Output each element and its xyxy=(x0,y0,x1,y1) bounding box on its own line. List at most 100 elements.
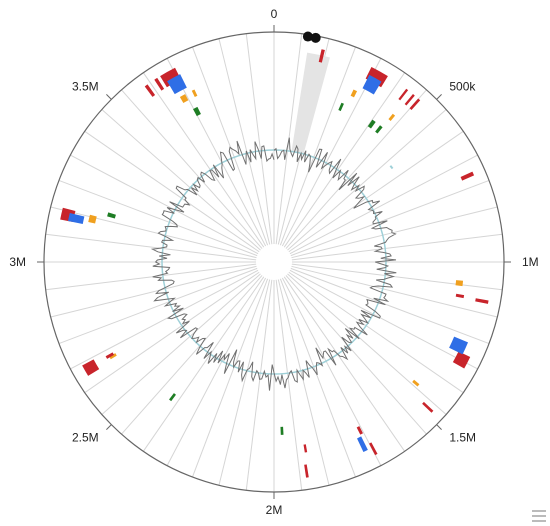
tick-label: 2M xyxy=(266,503,283,517)
gc-content-track xyxy=(150,137,397,391)
red-outer-feature xyxy=(304,464,309,478)
orange-feature xyxy=(455,280,464,287)
grid-spoke xyxy=(166,277,267,466)
grid-spoke xyxy=(191,278,269,478)
green-feature xyxy=(280,426,284,435)
grid-spoke xyxy=(45,233,257,261)
grid-spoke xyxy=(289,269,478,370)
highlight-sector xyxy=(291,52,330,154)
red-outer-feature xyxy=(144,84,156,97)
grid-spoke xyxy=(84,130,260,253)
grid-spoke xyxy=(290,267,490,345)
menu-icon[interactable] xyxy=(532,510,546,522)
tick-label: 1.5M xyxy=(449,430,476,444)
tick-label: 3M xyxy=(9,255,26,269)
inner-red-feature xyxy=(455,293,465,299)
tick-label: 2.5M xyxy=(72,430,99,444)
grid-spoke xyxy=(275,279,303,491)
grid-spoke xyxy=(84,271,260,394)
green-feature xyxy=(375,125,383,134)
orange-feature xyxy=(388,113,396,121)
grid-spoke xyxy=(101,109,261,251)
green-feature xyxy=(367,119,376,129)
orange-feature xyxy=(191,89,198,98)
grid-spoke xyxy=(101,273,261,415)
grid-spoke xyxy=(279,278,357,478)
red-outer-feature xyxy=(398,88,409,101)
grid-spoke xyxy=(283,72,406,248)
grid-spoke xyxy=(50,206,257,259)
green-feature xyxy=(193,106,201,117)
green-feature xyxy=(169,393,176,402)
red-outer-feature xyxy=(460,171,475,181)
red-outer-feature xyxy=(369,442,378,456)
origin-markers xyxy=(302,31,321,43)
tick-label: 500k xyxy=(449,80,476,94)
orange-feature xyxy=(350,89,358,98)
grid-spoke xyxy=(281,277,382,466)
grid-spoke xyxy=(285,275,427,435)
grid-spoke xyxy=(142,72,265,248)
grid-spoke xyxy=(191,46,269,246)
orange-feature xyxy=(179,94,189,104)
inner-red-feature xyxy=(303,444,308,453)
grid-spoke xyxy=(218,38,271,245)
grid-spoke xyxy=(291,206,498,259)
axis-ticks xyxy=(37,25,511,499)
origin-dot xyxy=(302,31,313,42)
orange-feature xyxy=(109,353,117,360)
red-outer-feature xyxy=(422,401,434,413)
grid-spoke xyxy=(121,89,263,249)
red-outer-feature xyxy=(365,66,388,88)
blue-feature xyxy=(362,74,382,95)
grid-spoke xyxy=(142,276,265,452)
grid-spoke xyxy=(70,269,259,370)
grid-spoke xyxy=(291,233,503,261)
grid-spoke xyxy=(218,279,271,486)
blue-feature xyxy=(68,212,85,224)
grid-spoke xyxy=(58,179,258,257)
teal-feature xyxy=(389,165,394,170)
grid-spoke xyxy=(245,33,273,245)
red-outer-feature xyxy=(160,67,181,88)
origin-dot xyxy=(310,32,321,43)
blue-feature xyxy=(449,336,469,355)
red-outer-feature xyxy=(82,359,100,376)
grid-spoke xyxy=(289,154,478,255)
axis-tick xyxy=(436,94,442,100)
blue-feature xyxy=(357,436,368,453)
grid-spoke xyxy=(166,58,267,247)
grid-spoke xyxy=(121,275,263,435)
feature-tracks xyxy=(60,49,489,478)
grid-spoke xyxy=(45,263,257,291)
grid-spoke xyxy=(288,271,464,394)
red-outer-feature xyxy=(452,351,471,369)
grid-spoke xyxy=(291,265,498,318)
inner-red-feature xyxy=(356,426,363,435)
grid-spoke xyxy=(283,276,406,452)
red-outer-feature xyxy=(475,298,489,304)
grid-spoke xyxy=(290,179,490,257)
red-outer-feature xyxy=(409,98,421,110)
axis-tick-labels: 0 500k 1M 1.5M 2M 2.5M 3M 3.5M xyxy=(9,7,538,517)
green-feature xyxy=(107,212,116,219)
axis-tick xyxy=(436,424,442,430)
grid-spoke xyxy=(285,89,427,249)
grid-spoke xyxy=(70,154,259,255)
orange-feature xyxy=(412,379,420,387)
gc-line xyxy=(150,137,397,391)
grid-spoke xyxy=(245,279,273,491)
red-outer-feature xyxy=(154,77,165,91)
grid-spoke xyxy=(50,265,257,318)
grid-spoke xyxy=(279,46,357,246)
green-feature xyxy=(338,102,344,112)
radial-grid-lines xyxy=(44,32,504,492)
grid-spoke xyxy=(291,263,503,291)
grid-spoke xyxy=(288,130,464,253)
grid-spoke xyxy=(277,279,330,486)
grid-spoke xyxy=(281,58,382,247)
tick-label: 0 xyxy=(271,7,278,21)
red-outer-feature xyxy=(318,49,325,63)
red-outer-feature xyxy=(404,94,415,106)
